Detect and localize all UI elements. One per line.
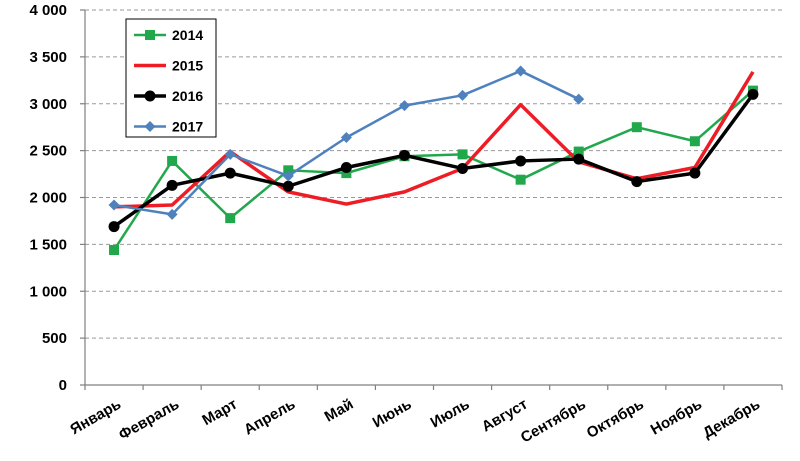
data-point-2016 [108, 221, 120, 233]
data-point-2017 [457, 89, 469, 101]
legend-marker [144, 90, 156, 102]
y-axis-tick-labels: 0 500 1 000 1 500 2 000 2 500 3 000 3 500 4 000 [29, 2, 67, 394]
legend-marker [144, 121, 156, 132]
data-point-2014 [283, 165, 294, 176]
data-point-2017 [282, 170, 294, 182]
data-point-2016 [747, 88, 759, 100]
data-point-2016 [573, 153, 585, 165]
x-tick-label: Октябрь [584, 396, 647, 442]
data-point-2014 [631, 122, 642, 133]
y-tick-label: 2 000 [29, 190, 67, 207]
data-point-2017 [108, 199, 120, 211]
x-tick-label: Май [322, 396, 357, 426]
x-tick-label: Март [199, 396, 240, 429]
data-point-2014 [341, 168, 352, 179]
data-point-2014 [689, 136, 700, 147]
data-point-2016 [398, 149, 410, 161]
legend-label: 2015 [172, 58, 203, 74]
data-point-2016 [224, 167, 236, 179]
series-2017 [108, 65, 585, 220]
data-point-2014 [573, 146, 584, 157]
y-tick-label: 0 [59, 377, 67, 394]
series-line-2016 [113, 93, 755, 228]
data-point-2017 [166, 208, 178, 220]
legend-label: 2016 [172, 88, 203, 104]
data-point-2014 [515, 174, 526, 185]
y-tick-label: 4 000 [29, 2, 67, 19]
x-tick-label: Апрель [241, 396, 298, 439]
data-point-2016 [689, 167, 701, 179]
legend-entry: 2016 [134, 88, 203, 104]
axes [80, 9, 783, 390]
legend-entry: 2014 [134, 27, 203, 43]
data-point-2014 [167, 155, 178, 166]
y-tick-label: 3 500 [29, 49, 67, 66]
y-tick-label: 1 500 [29, 236, 67, 253]
series-2014 [109, 85, 758, 255]
y-tick-label: 2 500 [29, 143, 67, 160]
data-point-2016 [457, 162, 469, 174]
data-point-2014 [109, 245, 120, 255]
series-line-2015 [113, 70, 755, 209]
data-point-2016 [282, 180, 294, 192]
legend-label: 2014 [172, 27, 203, 43]
data-point-2017 [515, 65, 527, 77]
legend: 2014 2015 2016 2017 [125, 18, 217, 138]
x-tick-label: Ноябрь [648, 396, 705, 439]
data-point-2014 [225, 213, 236, 224]
y-tick-label: 3 000 [29, 96, 67, 113]
x-tick-label: Июнь [370, 396, 415, 432]
data-point-2016 [166, 179, 178, 191]
x-tick-label: Июль [428, 396, 473, 432]
series-2015 [113, 70, 755, 209]
x-tick-label: Январь [67, 396, 124, 439]
data-point-2017 [398, 100, 410, 112]
data-point-2016 [340, 162, 352, 173]
x-tick-label: Февраль [116, 396, 182, 444]
data-point-2017 [224, 148, 236, 160]
y-tick-label: 500 [42, 330, 67, 347]
data-point-2016 [515, 155, 527, 167]
legend-label: 2017 [172, 119, 203, 135]
y-tick-label: 1 000 [29, 283, 67, 300]
series-line-2014 [112, 89, 754, 251]
series-lines [108, 65, 759, 255]
data-point-2017 [573, 93, 585, 105]
data-point-2017 [340, 132, 352, 143]
legend-box [125, 18, 217, 138]
series-2016 [108, 88, 759, 233]
data-point-2016 [631, 176, 643, 188]
legend-entry: 2015 [134, 58, 203, 74]
x-tick-label: Декабрь [700, 396, 763, 442]
data-point-2014 [457, 149, 468, 160]
legend-entry: 2017 [134, 119, 203, 135]
x-tick-label: Сентябрь [518, 396, 589, 447]
legend-marker [145, 30, 155, 40]
